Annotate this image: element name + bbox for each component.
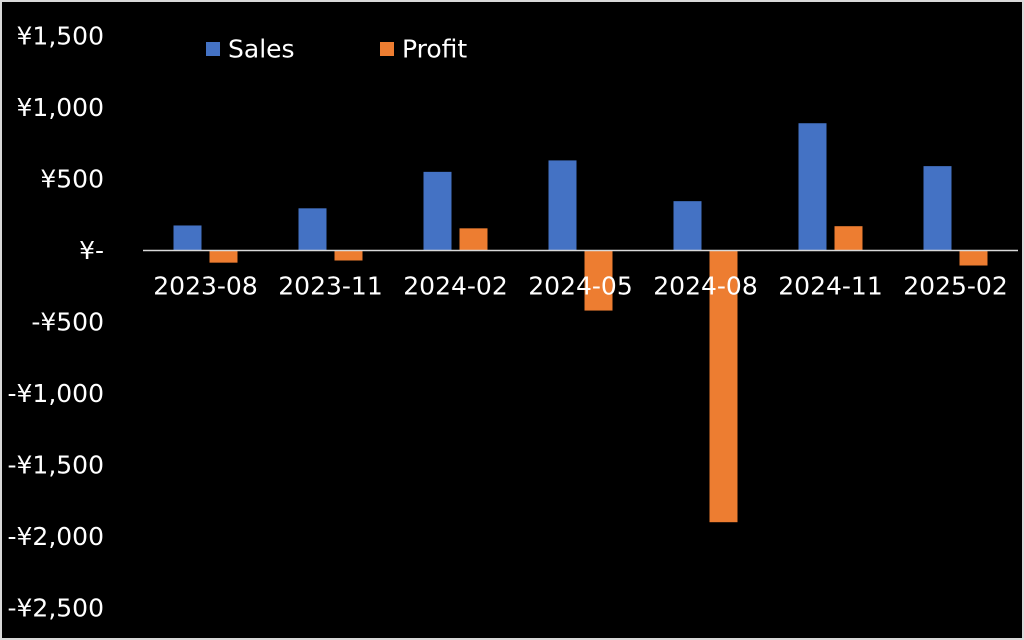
y-tick-label: ¥- <box>79 236 104 265</box>
y-tick-label: -¥2,000 <box>8 522 105 551</box>
profit-bar-2025-02 <box>959 250 988 266</box>
sales-bar-2023-11 <box>298 208 327 251</box>
x-tick-label: 2024-05 <box>528 272 632 301</box>
legend: Sales Profit <box>206 35 467 64</box>
profit-bar-2024-08 <box>709 250 738 523</box>
y-tick-label: ¥1,500 <box>17 22 104 51</box>
profit-bar-2023-08 <box>209 250 238 263</box>
y-tick-label: -¥1,000 <box>8 379 105 408</box>
y-tick-label: -¥1,500 <box>8 451 105 480</box>
profit-legend-swatch <box>380 42 394 56</box>
y-tick-label: -¥500 <box>31 308 104 337</box>
x-tick-label: 2024-08 <box>653 272 757 301</box>
x-tick-label: 2023-11 <box>278 272 382 301</box>
profit-bar-2024-02 <box>459 228 488 251</box>
sales-bar-2025-02 <box>923 166 952 251</box>
profit-bar-2023-11 <box>334 250 363 261</box>
profit-bar-2024-05 <box>584 250 613 311</box>
x-axis-tick-labels: 2023-08 2023-11 2024-02 2024-05 2024-08 2024-… <box>153 272 1007 301</box>
x-tick-label: 2023-08 <box>153 272 257 301</box>
x-tick-label: 2025-02 <box>903 272 1007 301</box>
sales-bar-2024-02 <box>423 171 452 251</box>
sales-bar-2024-05 <box>548 160 577 251</box>
x-tick-label: 2024-02 <box>403 272 507 301</box>
sales-legend-swatch <box>206 42 220 56</box>
y-tick-label: -¥2,500 <box>8 594 105 623</box>
sales-bar-2024-11 <box>798 123 827 251</box>
profit-legend-label: Profit <box>402 35 467 64</box>
y-tick-label: ¥1,000 <box>17 93 104 122</box>
profit-bar-2024-11 <box>834 226 863 251</box>
sales-legend-label: Sales <box>228 35 295 64</box>
sales-bar-2023-08 <box>173 225 202 251</box>
sales-bar-2024-08 <box>673 201 702 251</box>
bars-group <box>173 123 988 523</box>
x-tick-label: 2024-11 <box>778 272 882 301</box>
y-tick-label: ¥500 <box>40 165 104 194</box>
y-axis-tick-labels: ¥1,500 ¥1,000 ¥500 ¥- -¥500 -¥1,000 -¥1,500 -¥2… <box>8 22 105 623</box>
